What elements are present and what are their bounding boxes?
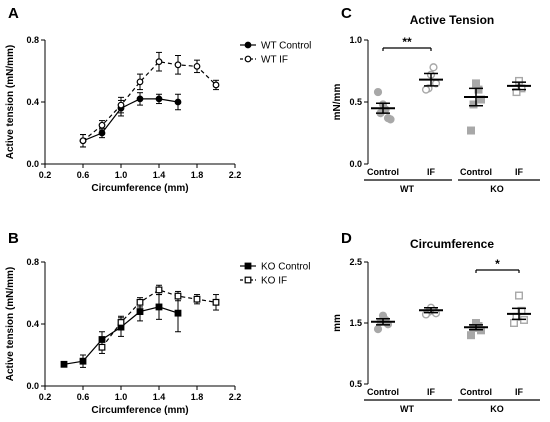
legend-marker	[244, 55, 252, 63]
x-tick-label: 1.0	[115, 392, 128, 402]
x-axis-title: Circumference (mm)	[91, 183, 188, 194]
category-label: Control	[367, 387, 399, 397]
data-point	[212, 298, 220, 306]
data-point	[136, 95, 144, 103]
data-point	[155, 95, 163, 103]
x-tick-label: 1.4	[153, 170, 166, 180]
data-point	[474, 85, 483, 94]
data-point	[136, 78, 144, 86]
data-point	[136, 298, 144, 306]
data-point	[98, 129, 106, 137]
x-tick-label: 1.8	[191, 392, 204, 402]
category-label: Control	[460, 387, 492, 397]
y-tick-label: 0.8	[26, 35, 39, 45]
data-point	[174, 309, 182, 317]
legend-marker	[244, 262, 252, 270]
series-line	[82, 98, 179, 142]
y-tick-label: 0.0	[26, 159, 39, 169]
data-point	[155, 286, 163, 294]
y-tick-label: 1.0	[349, 35, 362, 45]
panel-letter: A	[8, 5, 19, 22]
data-point	[469, 100, 478, 109]
x-tick-label: 1.8	[191, 170, 204, 180]
data-point	[515, 291, 524, 300]
data-point	[212, 81, 220, 89]
y-tick-label: 1.5	[349, 318, 362, 328]
legend-marker	[244, 276, 252, 284]
x-tick-label: 2.2	[229, 170, 242, 180]
x-tick-label: 0.6	[77, 170, 90, 180]
data-point	[193, 295, 201, 303]
x-tick-label: 0.2	[39, 392, 52, 402]
y-tick-label: 0.4	[26, 97, 39, 107]
category-label: IF	[515, 387, 524, 397]
series-line	[82, 61, 217, 142]
panel-title: Circumference	[410, 237, 494, 251]
y-tick-label: 0.5	[349, 97, 362, 107]
data-point	[467, 126, 476, 135]
legend-label: KO IF	[261, 276, 287, 287]
data-point	[98, 121, 106, 129]
x-tick-label: 0.2	[39, 170, 52, 180]
significance-label: *	[495, 257, 500, 271]
data-point	[117, 319, 125, 326]
y-axis-title: mN/mm	[332, 84, 343, 121]
panel-letter: B	[8, 230, 19, 247]
panel-letter: C	[341, 5, 352, 22]
category-label: Control	[367, 167, 399, 177]
category-label: IF	[427, 167, 436, 177]
data-point	[373, 87, 383, 97]
x-axis-title: Circumference (mm)	[91, 405, 188, 416]
group-label: WT	[400, 184, 414, 194]
panel-title: Active Tension	[410, 13, 494, 27]
data-point	[174, 292, 182, 300]
data-point	[510, 319, 519, 328]
data-point	[467, 331, 476, 340]
y-axis-title: Active tension (mN/mm)	[5, 267, 16, 381]
category-label: Control	[460, 167, 492, 177]
x-tick-label: 1.0	[115, 170, 128, 180]
data-point	[174, 98, 182, 106]
y-axis-title: Active tension (mN/mm)	[5, 45, 16, 159]
data-point	[98, 343, 106, 351]
panel-letter: D	[341, 230, 352, 247]
group-label: KO	[490, 404, 504, 414]
data-point	[421, 85, 431, 94]
data-point	[386, 115, 395, 124]
significance-label: **	[402, 35, 412, 49]
y-axis-title: mm	[332, 314, 343, 332]
data-point	[155, 303, 163, 311]
x-tick-label: 2.2	[229, 392, 242, 402]
category-label: IF	[515, 167, 524, 177]
y-tick-label: 0.8	[26, 257, 39, 267]
data-point	[373, 325, 383, 334]
legend-label: KO Control	[261, 262, 310, 273]
y-tick-label: 0.0	[26, 381, 39, 391]
data-point	[79, 357, 87, 365]
data-point	[429, 63, 438, 72]
x-tick-label: 0.6	[77, 392, 90, 402]
data-point	[193, 62, 201, 70]
y-tick-label: 2.5	[349, 257, 362, 267]
data-point	[512, 88, 521, 97]
legend-label: WT IF	[261, 55, 288, 66]
legend-marker	[244, 41, 252, 49]
data-point	[117, 101, 125, 109]
data-point	[155, 58, 163, 66]
data-point	[174, 61, 182, 69]
data-point	[136, 308, 144, 315]
group-label: KO	[490, 184, 504, 194]
category-label: IF	[427, 387, 436, 397]
y-tick-label: 0.0	[349, 159, 362, 169]
data-point	[60, 360, 68, 368]
data-point	[79, 137, 87, 145]
legend-label: WT Control	[261, 41, 311, 52]
group-label: WT	[400, 404, 414, 414]
y-tick-label: 0.5	[349, 379, 362, 389]
y-tick-label: 0.4	[26, 319, 39, 329]
x-tick-label: 1.4	[153, 392, 166, 402]
